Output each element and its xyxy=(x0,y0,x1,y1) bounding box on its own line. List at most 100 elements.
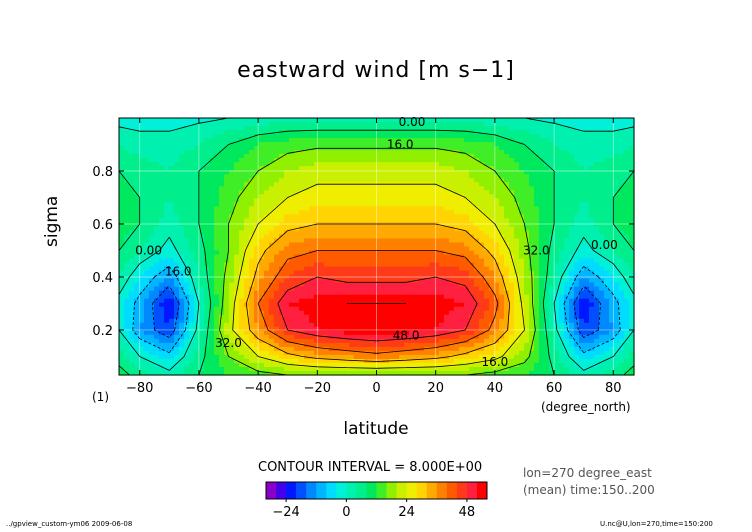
field-cell xyxy=(499,298,505,304)
field-cell xyxy=(419,270,425,276)
field-cell xyxy=(244,246,250,252)
field-cell xyxy=(154,170,160,175)
field-cell xyxy=(279,294,285,300)
field-cell xyxy=(454,234,460,240)
field-cell xyxy=(369,130,375,135)
field-cell xyxy=(214,158,220,163)
field-cell xyxy=(139,234,145,240)
field-cell xyxy=(594,166,600,171)
field-cell xyxy=(324,270,330,276)
field-cell xyxy=(574,306,580,312)
field-cell xyxy=(159,242,165,248)
field-cell xyxy=(119,302,125,308)
field-cell xyxy=(464,298,470,304)
field-cell xyxy=(129,310,135,316)
field-cell xyxy=(559,126,565,131)
field-cell xyxy=(484,254,490,260)
field-cell xyxy=(579,234,585,240)
field-cell xyxy=(119,286,125,292)
field-cell xyxy=(224,134,230,139)
field-cell xyxy=(619,126,625,131)
field-cell xyxy=(459,290,465,296)
field-cell xyxy=(394,298,400,304)
field-cell xyxy=(269,194,275,199)
field-cell xyxy=(519,278,525,284)
field-cell xyxy=(579,258,585,264)
field-cell xyxy=(414,282,420,288)
field-cell xyxy=(579,150,585,155)
field-cell xyxy=(614,254,620,260)
field-cell xyxy=(169,234,175,240)
field-cell xyxy=(189,254,195,260)
field-cell xyxy=(259,234,265,240)
field-cell xyxy=(499,194,505,199)
field-cell xyxy=(184,182,190,187)
field-cell xyxy=(629,250,635,256)
field-cell xyxy=(369,178,375,183)
field-cell xyxy=(534,298,540,304)
chart-title: eastward wind [m s−1] xyxy=(237,58,515,83)
field-cell xyxy=(414,138,420,143)
field-cell xyxy=(564,134,570,139)
field-cell xyxy=(294,214,300,219)
field-cell xyxy=(279,262,285,268)
field-cell xyxy=(614,154,620,159)
field-cell xyxy=(304,290,310,296)
field-cell xyxy=(559,242,565,248)
field-cell xyxy=(404,170,410,175)
field-cell xyxy=(424,158,430,163)
field-cell xyxy=(449,118,455,123)
field-cell xyxy=(314,142,320,147)
field-cell xyxy=(214,146,220,151)
field-cell xyxy=(619,258,625,264)
field-cell xyxy=(464,230,470,236)
field-cell xyxy=(359,130,365,135)
field-cell xyxy=(174,270,180,276)
field-cell xyxy=(409,170,415,175)
field-cell xyxy=(499,278,505,284)
field-cell xyxy=(279,138,285,143)
field-cell xyxy=(364,174,370,179)
field-cell xyxy=(219,210,225,215)
field-cell xyxy=(394,282,400,288)
field-cell xyxy=(169,138,175,143)
field-cell xyxy=(619,298,625,304)
field-cell xyxy=(574,126,580,131)
field-cell xyxy=(354,302,360,308)
field-cell xyxy=(229,234,235,240)
field-cell xyxy=(484,134,490,139)
field-cell xyxy=(434,294,440,300)
field-cell xyxy=(119,146,125,151)
field-cell xyxy=(399,126,405,131)
field-cell xyxy=(474,186,480,191)
field-cell xyxy=(144,262,150,268)
field-cell xyxy=(499,138,505,143)
field-cell xyxy=(464,186,470,191)
field-cell xyxy=(409,258,415,264)
field-cell xyxy=(494,286,500,292)
field-cell xyxy=(299,150,305,155)
field-cell xyxy=(154,134,160,139)
field-cell xyxy=(444,294,450,300)
field-cell xyxy=(459,226,465,232)
field-cell xyxy=(299,146,305,151)
field-cell xyxy=(189,294,195,300)
field-cell xyxy=(459,262,465,268)
field-cell xyxy=(154,218,160,224)
field-cell xyxy=(529,286,535,292)
field-cell xyxy=(594,198,600,203)
field-cell xyxy=(369,210,375,215)
field-cell xyxy=(254,202,260,207)
field-cell xyxy=(404,142,410,147)
field-cell xyxy=(414,302,420,308)
field-cell xyxy=(149,150,155,155)
field-cell xyxy=(414,294,420,300)
field-cell xyxy=(604,174,610,179)
field-cell xyxy=(209,182,215,187)
field-cell xyxy=(499,246,505,252)
field-cell xyxy=(199,278,205,284)
field-cell xyxy=(309,178,315,183)
field-cell xyxy=(169,154,175,159)
field-cell xyxy=(334,278,340,284)
field-cell xyxy=(209,174,215,179)
